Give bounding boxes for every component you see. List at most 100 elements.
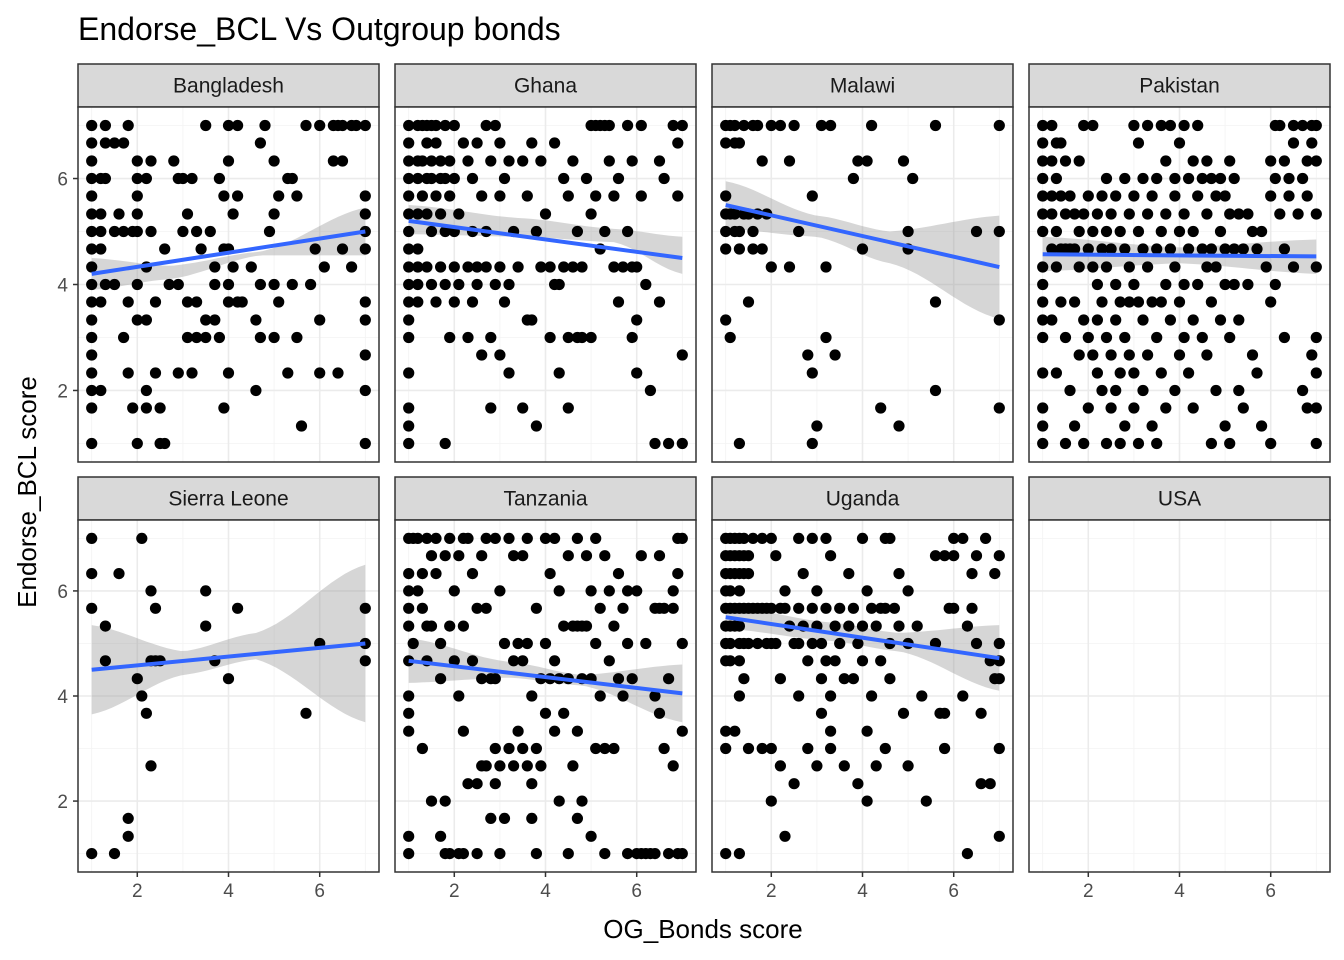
data-point bbox=[815, 707, 828, 719]
data-point bbox=[653, 155, 666, 167]
data-point bbox=[489, 778, 501, 790]
data-point bbox=[957, 690, 969, 702]
data-point bbox=[480, 532, 492, 545]
data-point bbox=[676, 119, 688, 132]
data-point bbox=[539, 532, 552, 545]
data-point bbox=[1123, 261, 1135, 273]
data-point bbox=[984, 778, 996, 790]
x-tick-label: 2 bbox=[449, 881, 460, 902]
data-point bbox=[430, 296, 442, 308]
data-point bbox=[86, 349, 98, 361]
data-point bbox=[236, 296, 248, 308]
data-point bbox=[815, 673, 828, 685]
data-point bbox=[416, 742, 428, 755]
data-point bbox=[720, 243, 732, 255]
data-point bbox=[847, 673, 860, 685]
data-point bbox=[245, 261, 257, 273]
data-point bbox=[122, 367, 134, 379]
data-point bbox=[1219, 420, 1231, 432]
data-point bbox=[558, 261, 570, 273]
data-point bbox=[439, 119, 451, 132]
data-point bbox=[1278, 331, 1290, 344]
data-point bbox=[644, 384, 657, 397]
confidence-band bbox=[91, 207, 366, 290]
data-point bbox=[820, 261, 832, 273]
data-point bbox=[1082, 243, 1094, 255]
data-point bbox=[599, 225, 611, 238]
data-point bbox=[1237, 402, 1249, 414]
data-point bbox=[870, 760, 882, 772]
data-point bbox=[752, 119, 764, 132]
data-point bbox=[562, 190, 574, 202]
data-point bbox=[346, 261, 358, 273]
data-point bbox=[485, 402, 497, 414]
data-point bbox=[291, 190, 303, 202]
data-point bbox=[489, 278, 501, 291]
data-point bbox=[1155, 367, 1167, 379]
data-point bbox=[993, 314, 1005, 326]
data-point bbox=[1151, 172, 1163, 185]
data-point bbox=[140, 172, 152, 185]
data-point bbox=[480, 602, 492, 614]
data-point bbox=[200, 119, 212, 132]
data-point bbox=[576, 795, 588, 807]
data-point bbox=[359, 190, 371, 202]
data-point bbox=[359, 655, 371, 667]
data-point bbox=[421, 208, 433, 220]
regression-line bbox=[91, 641, 366, 672]
data-point bbox=[530, 225, 543, 238]
data-point bbox=[1087, 119, 1099, 132]
data-point bbox=[1151, 437, 1163, 450]
x-tick-label: 4 bbox=[223, 881, 234, 902]
facet-panels: Bangladesh Ghana Malawi Pakistan Sierra Leon… bbox=[77, 63, 1331, 873]
facet-panel: Bangladesh bbox=[77, 63, 380, 463]
data-point bbox=[416, 602, 428, 614]
data-point bbox=[99, 278, 111, 291]
data-point bbox=[825, 725, 837, 737]
data-point bbox=[403, 830, 415, 842]
data-point bbox=[232, 119, 244, 132]
data-point bbox=[1256, 225, 1268, 238]
data-point bbox=[1205, 243, 1217, 255]
data-point bbox=[1119, 331, 1131, 344]
data-point bbox=[457, 848, 469, 860]
data-point bbox=[318, 261, 330, 273]
data-point bbox=[820, 602, 832, 614]
data-point bbox=[1059, 331, 1072, 344]
data-point bbox=[268, 331, 280, 344]
data-point bbox=[213, 331, 225, 344]
data-point bbox=[733, 585, 746, 597]
data-point bbox=[86, 532, 98, 545]
data-point bbox=[733, 848, 746, 860]
regression-line bbox=[725, 615, 1000, 661]
data-point bbox=[774, 119, 787, 132]
data-point bbox=[425, 225, 438, 238]
data-point bbox=[471, 278, 483, 291]
data-point bbox=[1201, 155, 1213, 167]
data-point bbox=[222, 296, 235, 308]
data-point bbox=[635, 550, 647, 562]
data-point bbox=[811, 585, 823, 597]
data-point bbox=[1096, 190, 1108, 202]
data-point bbox=[617, 602, 629, 614]
data-point bbox=[829, 349, 841, 361]
data-point bbox=[1160, 208, 1172, 220]
data-point bbox=[1037, 296, 1049, 308]
data-point bbox=[435, 637, 447, 650]
data-point bbox=[530, 848, 543, 860]
data-point bbox=[1169, 384, 1181, 397]
data-point bbox=[1187, 402, 1199, 414]
data-point bbox=[1137, 243, 1149, 255]
data-point bbox=[200, 620, 212, 632]
data-point bbox=[603, 585, 615, 597]
data-point bbox=[439, 278, 451, 291]
data-point bbox=[939, 742, 951, 755]
data-point bbox=[774, 673, 787, 685]
data-point bbox=[1310, 367, 1322, 379]
data-point bbox=[145, 155, 157, 167]
facet-strip-label: Ghana bbox=[514, 75, 577, 98]
data-point bbox=[1142, 349, 1154, 361]
facet-panel: USA bbox=[1028, 476, 1331, 873]
data-point bbox=[521, 532, 533, 545]
data-point bbox=[1059, 437, 1072, 450]
